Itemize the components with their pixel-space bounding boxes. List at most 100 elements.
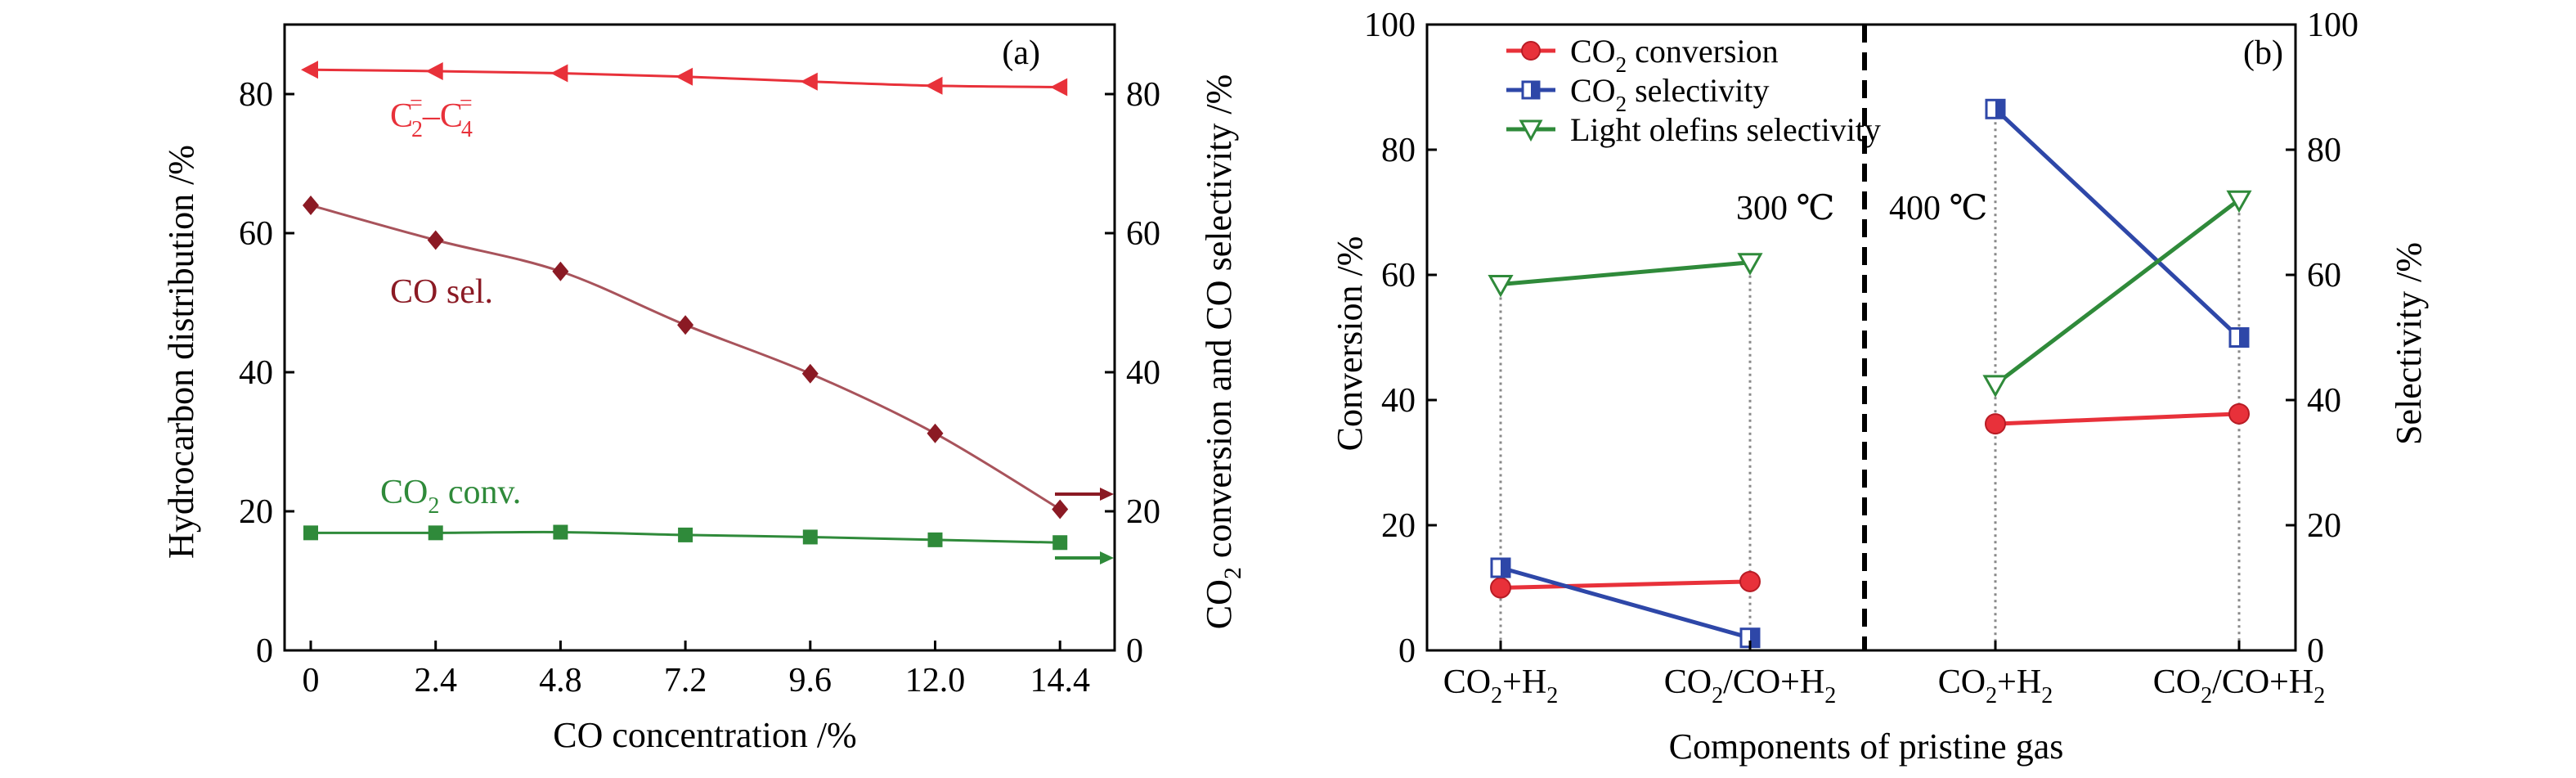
- panel-b-series-2-point-3: [2226, 190, 2252, 214]
- panel-b-axes: 0 20 40 60 80 100 0 20 40 60 80 100 CO2+H2 CO2/CO+H2 C…: [1364, 7, 2358, 708]
- panel-b-ylabel-right: Selectivity /%: [2389, 242, 2429, 445]
- panel-a-series-2-point-2: [553, 524, 568, 540]
- panel-b-series-0-point-3: [2228, 402, 2250, 425]
- panel-a-series-1-point-0: [303, 196, 319, 215]
- panel-a-frame: [283, 23, 1116, 652]
- panel-b-y-tick-left-label-3: 60: [1381, 257, 1416, 295]
- panel-a-series-0-point-2: [550, 64, 568, 83]
- panel-a-series-0-point-6: [1050, 78, 1068, 97]
- panel-b-series-1: [1490, 98, 2250, 649]
- panel-b-series-2: [1488, 190, 2252, 398]
- panel-a-x-tick-label-5: 12.0: [905, 662, 966, 699]
- panel-a-series-0-point-5: [925, 76, 943, 95]
- panel-b-series-0-point-2: [1985, 413, 2006, 435]
- panel-a-x-tick-label-2: 4.8: [539, 662, 582, 699]
- panel-b-series-1-segment-1: [1994, 107, 2241, 340]
- panel-a-series-0-point-4: [800, 72, 818, 91]
- svg-text:CO2 selectivity: CO2 selectivity: [1570, 72, 1769, 116]
- panel-a-series-1-point-6: [1052, 499, 1069, 519]
- panel-b-y-tick-left-label-1: 20: [1381, 507, 1416, 545]
- legend-item-co2-selectivity: CO2 selectivity: [1506, 72, 1769, 116]
- panel-a-y-tick-right-label-1: 20: [1126, 493, 1160, 531]
- panel-a-y-tick-right-label-2: 40: [1126, 354, 1160, 392]
- panel-a-x-tick-label-6: 14.4: [1030, 662, 1090, 699]
- panel-a-y-tick-left-label-2: 40: [239, 354, 273, 392]
- arrow-co2-conv-right: [1055, 551, 1114, 564]
- panel-a-marks: [301, 61, 1069, 551]
- panel-a-series-0-point-0: [301, 61, 318, 79]
- panel-b-y-tick-left-label-2: 40: [1381, 382, 1416, 420]
- panel-a-series-2-point-1: [428, 525, 443, 541]
- panel-b-frame: [1425, 23, 2297, 652]
- panel-a-series-0-point-1: [425, 61, 443, 80]
- legend-item-co2-conversion: CO2 conversion: [1506, 33, 1779, 77]
- annotation-co-sel: CO sel.: [390, 273, 493, 311]
- panel-b-y-tick-right-label-3: 60: [2307, 257, 2341, 295]
- panel-a: 0 2.4 4.8 7.2 9.6 12.0 14.4020406080020406080 …: [161, 23, 1246, 755]
- panel-b-marks: [1488, 25, 2252, 650]
- panel-b-ylabel-left: Conversion /%: [1330, 236, 1370, 452]
- panel-a-series-0: [301, 61, 1068, 97]
- panel-a-x-tick-label-1: 2.4: [414, 662, 457, 699]
- panel-a-y-tick-left-label-4: 80: [239, 76, 273, 114]
- panel-a-series-2-point-4: [802, 529, 818, 545]
- panel-b-xlabel: Components of pristine gas: [1669, 726, 2064, 767]
- panel-b-y-tick-right-label-1: 20: [2307, 507, 2341, 545]
- panel-b-y-tick-left-label-5: 100: [1364, 7, 1416, 44]
- panel-b-series-1-segment-0: [1500, 565, 1751, 641]
- panel-b-series-0-point-0: [1490, 577, 1511, 599]
- panel-a-series-2-point-5: [927, 532, 943, 547]
- panel-b-x-tick-label-0: CO2+H2: [1443, 663, 1558, 708]
- panel-b-series-1-point-3: [2228, 327, 2250, 348]
- temperature-label-400: 400 ℃: [1889, 190, 1987, 227]
- svg-text:CO2 conversion: CO2 conversion: [1570, 33, 1779, 77]
- panel-a-series-2-point-6: [1052, 535, 1068, 551]
- panel-b-series-2-point-0: [1488, 274, 1514, 298]
- panel-a-series-1-point-3: [677, 315, 694, 335]
- panel-a-series-1-point-4: [801, 363, 819, 384]
- panel-b-x-tick-label-3: CO2/CO+H2: [2153, 663, 2325, 708]
- legend-item-light-olefins-selectivity: Light olefins selectivity: [1506, 111, 1881, 148]
- panel-a-series-1: [303, 196, 1069, 519]
- panel-b-y-tick-right-label-2: 40: [2307, 382, 2341, 420]
- panel-a-y-tick-left-label-3: 60: [239, 215, 273, 253]
- panel-b-series-0-segment-1: [1995, 411, 2240, 426]
- arrow-co-sel-right: [1055, 488, 1114, 501]
- panel-a-y-tick-left-label-1: 20: [239, 493, 273, 531]
- svg-text:Light olefins selectivity: Light olefins selectivity: [1570, 111, 1881, 148]
- panel-b-series-0-segment-0: [1500, 579, 1751, 590]
- panel-b-series-2-point-2: [1982, 375, 2008, 398]
- panel-b-series-1-point-0: [1490, 557, 1511, 578]
- panel-a-label: (a): [1002, 34, 1040, 72]
- panel-b-series-2-point-1: [1737, 253, 1763, 276]
- panel-b-series-2-segment-1: [1994, 198, 2241, 386]
- panel-a-series-2: [303, 524, 1068, 551]
- panel-a-series-2-point-3: [678, 527, 693, 542]
- legend: CO2 conversion CO2 selectivity Light ole…: [1506, 33, 1881, 148]
- panel-a-series-1-point-5: [927, 423, 944, 443]
- panel-b-y-tick-left-label-0: 0: [1398, 632, 1416, 670]
- panel-a-x-tick-label-3: 7.2: [664, 662, 707, 699]
- panel-b-y-tick-right-label-0: 0: [2307, 632, 2324, 670]
- panel-b: 0 20 40 60 80 100 0 20 40 60 80 100 CO2+H2 CO2/CO+H2 C…: [1330, 7, 2429, 767]
- panel-a-ylabel-left: Hydrocarbon distribution /%: [161, 145, 201, 559]
- panel-b-series-1-point-2: [1985, 98, 2006, 119]
- panel-a-series-1-point-2: [552, 261, 569, 281]
- panel-a-series-1-line: [310, 204, 1061, 510]
- panel-a-series-0-point-3: [675, 67, 693, 86]
- panel-b-y-tick-left-label-4: 80: [1381, 132, 1416, 169]
- panel-a-series-1-point-1: [427, 230, 444, 250]
- panel-b-series-0: [1490, 402, 2250, 599]
- panel-a-axes: 0 2.4 4.8 7.2 9.6 12.0 14.4 0 20 40 60 80 0 20 40 60 80: [239, 23, 1160, 699]
- panel-b-series-2-segment-0: [1500, 260, 1751, 286]
- panel-a-y-tick-right-label-4: 80: [1126, 76, 1160, 114]
- panel-b-y-tick-right-label-5: 100: [2307, 7, 2358, 44]
- temperature-label-300: 300 ℃: [1736, 190, 1834, 227]
- panel-a-xlabel: CO concentration /%: [553, 715, 856, 755]
- annotation-co2-conv: CO2 conv.: [380, 474, 521, 519]
- panel-b-y-tick-right-label-4: 80: [2307, 132, 2341, 169]
- panel-a-x-tick-label-4: 9.6: [789, 662, 832, 699]
- annotation-olefins: C2=–C4=: [390, 91, 473, 142]
- panel-b-x-tick-label-1: CO2/CO+H2: [1664, 663, 1836, 708]
